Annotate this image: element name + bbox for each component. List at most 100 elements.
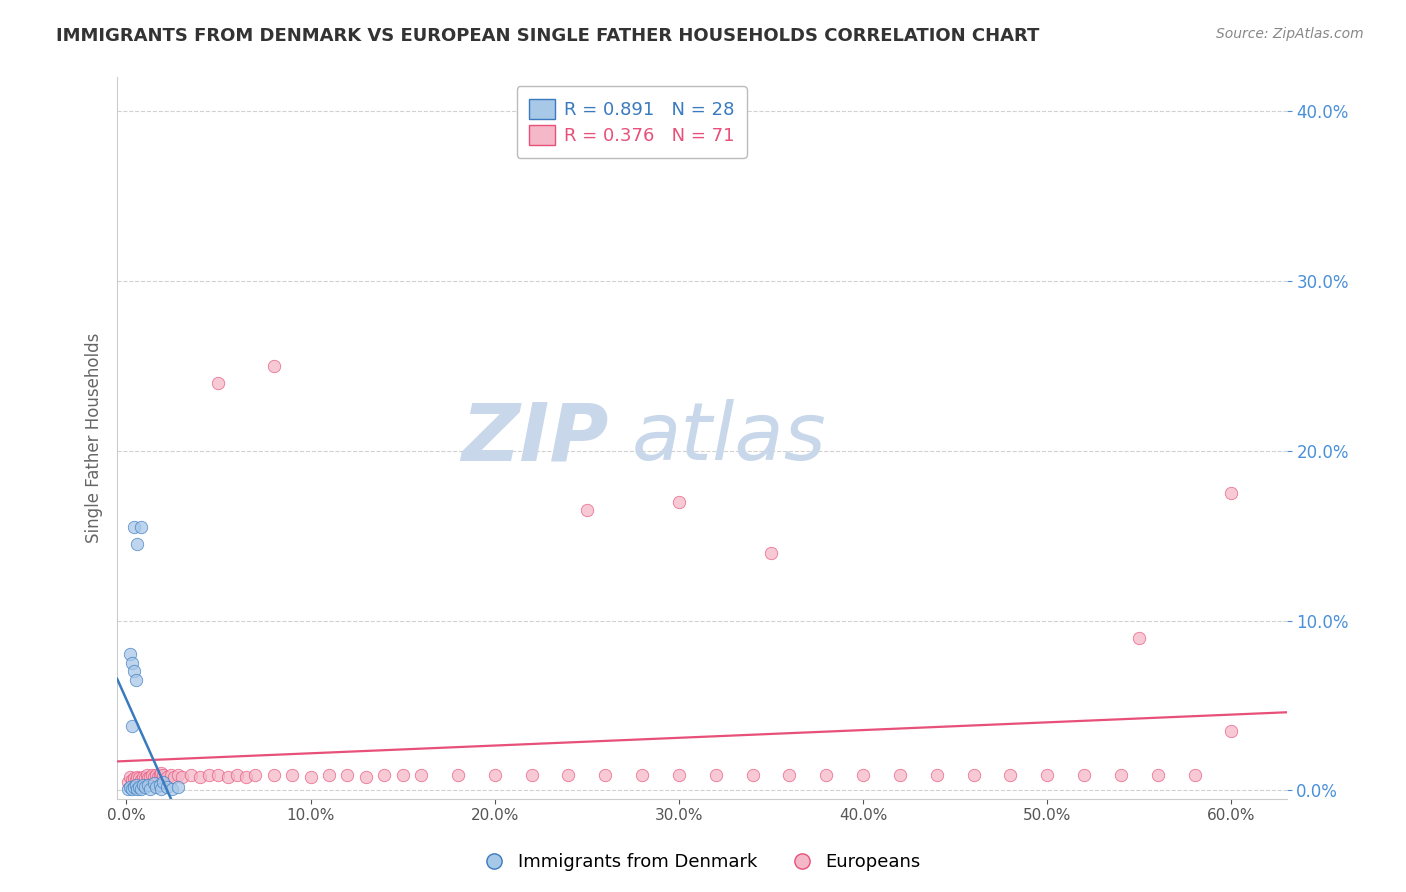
Point	[122, 665, 145, 679]
Point	[146, 770, 169, 784]
Point	[557, 768, 579, 782]
Point	[134, 772, 156, 786]
Legend: R = 0.891   N = 28, R = 0.376   N = 71: R = 0.891 N = 28, R = 0.376 N = 71	[516, 87, 747, 158]
Point	[128, 780, 150, 794]
Legend: Immigrants from Denmark, Europeans: Immigrants from Denmark, Europeans	[478, 847, 928, 879]
Point	[128, 772, 150, 786]
Y-axis label: Single Father Households: Single Father Households	[86, 333, 103, 543]
Point	[156, 770, 179, 784]
Point	[1128, 631, 1150, 645]
Point	[631, 768, 654, 782]
Point	[159, 768, 181, 782]
Point	[373, 768, 395, 782]
Point	[778, 768, 800, 782]
Point	[122, 780, 145, 794]
Point	[132, 778, 155, 792]
Point	[1220, 723, 1243, 738]
Point	[889, 768, 911, 782]
Point	[217, 770, 239, 784]
Point	[129, 520, 152, 534]
Point	[741, 768, 763, 782]
Point	[124, 778, 146, 792]
Point	[167, 780, 190, 794]
Point	[170, 770, 193, 784]
Point	[815, 768, 838, 782]
Point	[852, 768, 875, 782]
Point	[129, 773, 152, 788]
Point	[1220, 486, 1243, 500]
Point	[117, 774, 139, 789]
Point	[135, 768, 157, 782]
Point	[124, 773, 146, 788]
Point	[143, 770, 166, 784]
Point	[925, 768, 948, 782]
Text: Source: ZipAtlas.com: Source: ZipAtlas.com	[1216, 27, 1364, 41]
Point	[121, 781, 143, 796]
Point	[245, 768, 267, 782]
Point	[447, 768, 470, 782]
Point	[150, 781, 173, 796]
Point	[263, 768, 285, 782]
Point	[139, 781, 162, 796]
Point	[162, 781, 184, 796]
Point	[167, 768, 190, 782]
Point	[575, 503, 598, 517]
Point	[188, 770, 211, 784]
Point	[759, 546, 782, 560]
Point	[152, 768, 174, 782]
Point	[207, 376, 229, 390]
Point	[145, 768, 167, 782]
Point	[124, 673, 146, 687]
Point	[1146, 768, 1168, 782]
Point	[1184, 768, 1206, 782]
Point	[139, 770, 162, 784]
Point	[704, 768, 727, 782]
Point	[318, 768, 340, 782]
Point	[122, 772, 145, 786]
Point	[127, 781, 149, 796]
Point	[134, 780, 156, 794]
Point	[122, 520, 145, 534]
Point	[141, 768, 163, 782]
Point	[121, 719, 143, 733]
Point	[354, 770, 377, 784]
Point	[121, 656, 143, 670]
Point	[148, 768, 170, 782]
Point	[138, 778, 160, 792]
Point	[668, 494, 690, 508]
Point	[150, 766, 173, 780]
Point	[1000, 768, 1022, 782]
Point	[336, 768, 359, 782]
Point	[263, 359, 285, 373]
Point	[148, 778, 170, 792]
Point	[156, 780, 179, 794]
Point	[163, 770, 186, 784]
Point	[117, 781, 139, 796]
Point	[180, 768, 202, 782]
Point	[1109, 768, 1132, 782]
Point	[1073, 768, 1095, 782]
Point	[235, 770, 257, 784]
Text: atlas: atlas	[631, 399, 827, 477]
Point	[127, 537, 149, 551]
Point	[593, 768, 616, 782]
Point	[132, 770, 155, 784]
Point	[299, 770, 322, 784]
Text: ZIP: ZIP	[461, 399, 609, 477]
Point	[120, 780, 142, 794]
Point	[198, 768, 221, 782]
Point	[120, 648, 142, 662]
Point	[127, 770, 149, 784]
Point	[152, 774, 174, 789]
Point	[962, 768, 984, 782]
Point	[138, 772, 160, 786]
Point	[143, 776, 166, 790]
Point	[668, 768, 690, 782]
Point	[121, 773, 143, 788]
Point	[520, 768, 543, 782]
Text: IMMIGRANTS FROM DENMARK VS EUROPEAN SINGLE FATHER HOUSEHOLDS CORRELATION CHART: IMMIGRANTS FROM DENMARK VS EUROPEAN SING…	[56, 27, 1039, 45]
Point	[391, 768, 413, 782]
Point	[409, 768, 432, 782]
Point	[484, 768, 506, 782]
Point	[120, 770, 142, 784]
